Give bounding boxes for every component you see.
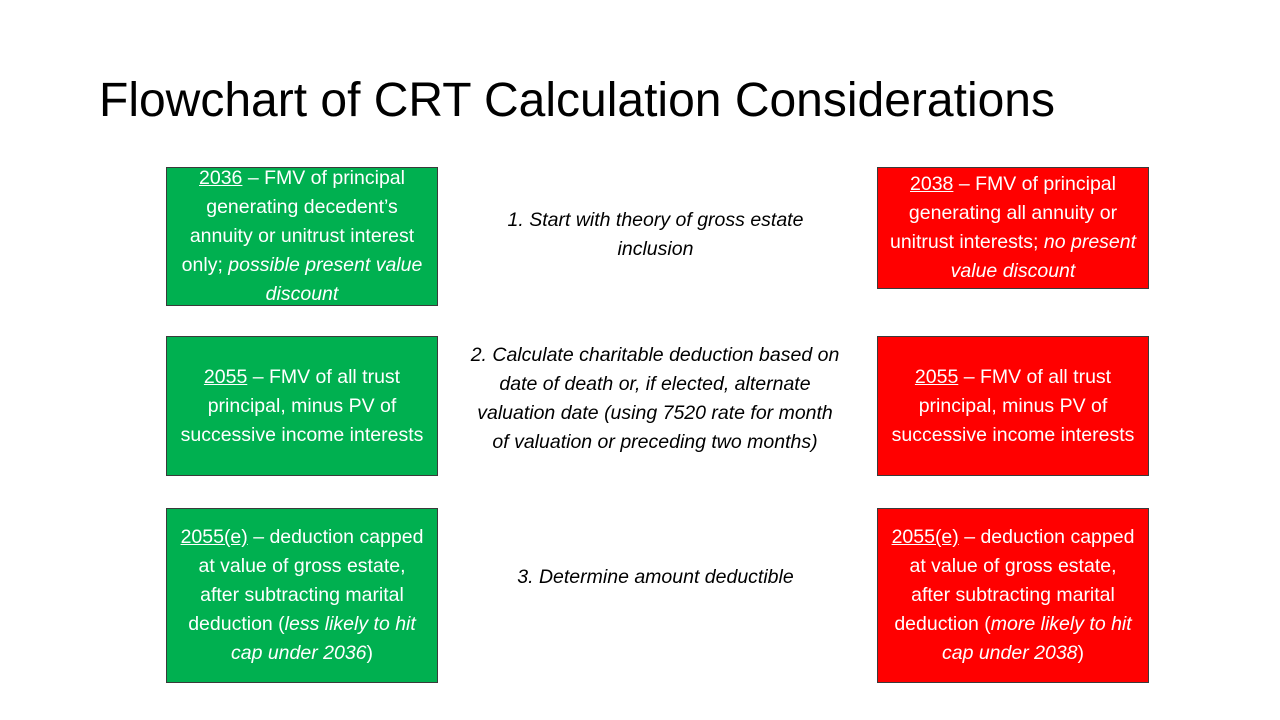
right-box-2055e: 2055(e) – deduction capped at value of g… (877, 508, 1149, 683)
box-italic-text: possible present value discount (228, 254, 423, 305)
right-box-content: 2055(e) – deduction capped at value of g… (888, 523, 1138, 668)
right-box-content: 2055 – FMV of all trust principal, minus… (888, 363, 1138, 450)
box-text: – FMV of principal generating decedent’s… (181, 167, 415, 276)
right-box-2055: 2055 – FMV of all trust principal, minus… (877, 336, 1149, 476)
section-code: 2038 (910, 173, 954, 195)
section-code: 2036 (199, 167, 243, 189)
left-box-2055: 2055 – FMV of all trust principal, minus… (166, 336, 438, 476)
box-italic-text: no present value discount (950, 231, 1137, 282)
left-box-content: 2036 – FMV of principal generating deced… (177, 164, 427, 309)
right-box-2038: 2038 – FMV of principal generating all a… (877, 167, 1149, 289)
section-code: 2055(e) (891, 526, 959, 548)
left-box-2055e: 2055(e) – deduction capped at value of g… (166, 508, 438, 683)
step-1-label: 1. Start with theory of gross estate inc… (507, 209, 804, 260)
box-italic-text: less likely to hit cap under 2036 (230, 613, 416, 664)
right-box-content: 2038 – FMV of principal generating all a… (888, 170, 1138, 286)
box-text: – FMV of all trust principal, minus PV o… (891, 365, 1135, 446)
box-text: – deduction capped at value of gross est… (188, 526, 424, 635)
box-italic-text: more likely to hit cap under 2038 (941, 613, 1132, 664)
box-text: – deduction capped at value of gross est… (894, 526, 1135, 635)
step-2-label: 2. Calculate charitable deduction based … (470, 344, 840, 453)
section-code: 2055 (203, 365, 248, 388)
left-box-2036: 2036 – FMV of principal generating deced… (166, 167, 438, 306)
page-title: Flowchart of CRT Calculation Considerati… (99, 74, 1055, 127)
left-box-content: 2055(e) – deduction capped at value of g… (177, 523, 427, 668)
section-code: 2055(e) (180, 526, 248, 548)
box-text: – FMV of all trust principal, minus PV o… (180, 365, 424, 446)
left-box-content: 2055 – FMV of all trust principal, minus… (177, 363, 427, 450)
box-text: – FMV of principal generating all annuit… (889, 173, 1118, 253)
box-tail-text: ) (1077, 642, 1085, 664)
section-code: 2055 (914, 365, 959, 388)
step-3-label: 3. Determine amount deductible (517, 566, 794, 588)
box-tail-text: ) (366, 642, 374, 664)
